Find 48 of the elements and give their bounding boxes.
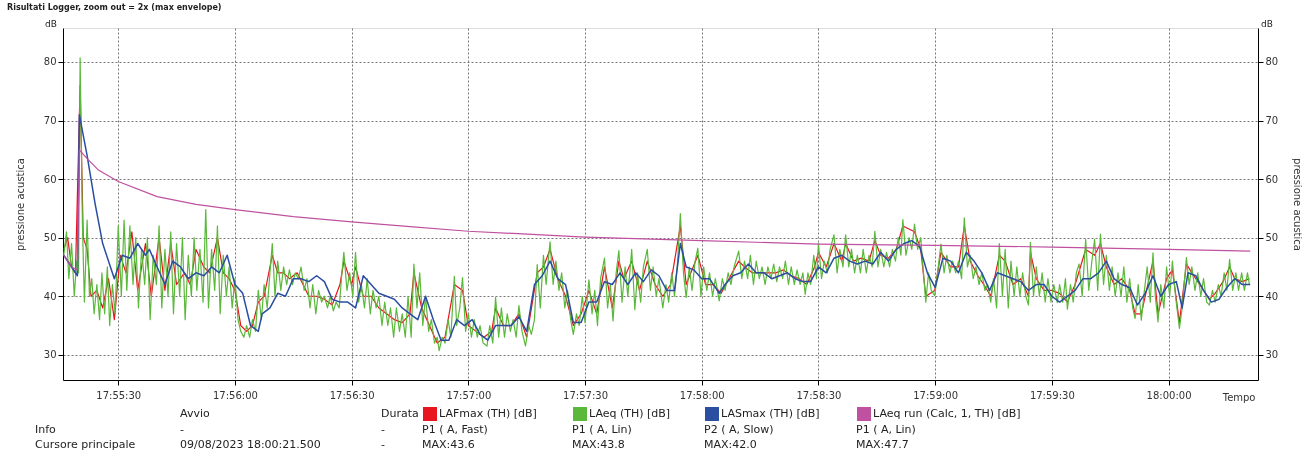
text: P1 ( A, Lin)	[572, 423, 632, 436]
text: -	[381, 438, 385, 451]
x-axis-title: Tempo	[1221, 391, 1256, 403]
legend-label: LAeq run (Calc, 1, TH) [dB]	[873, 407, 1021, 420]
x-tick-label: 17:59:30	[1029, 389, 1075, 401]
x-tick-label: 17:58:00	[679, 389, 725, 401]
x-tick-label: 17:57:30	[563, 389, 608, 401]
text: dB	[1261, 19, 1273, 29]
text: Info	[35, 423, 57, 436]
y2-tick-label: 60	[1265, 173, 1279, 185]
text: MAX:43.8	[572, 438, 625, 451]
text: Durata	[381, 407, 419, 420]
text: P1 ( A, Fast)	[422, 423, 488, 436]
text: MAX:47.7	[856, 438, 909, 451]
text: MAX:42.0	[704, 438, 757, 451]
text: -	[180, 423, 184, 436]
text: 09/08/2023 18:00:21.500	[180, 438, 321, 451]
text: P1 ( A, Lin)	[856, 423, 916, 436]
x-tick-label: 17:55:30	[96, 389, 142, 401]
text: Avvio	[180, 407, 210, 420]
chart-title: Risultati Logger, zoom out = 2x (max envelope)	[7, 3, 222, 12]
y2-tick-label: 70	[1265, 115, 1279, 127]
y-tick-label: 80	[43, 56, 57, 68]
text: -	[381, 423, 385, 436]
y-tick-label: 60	[43, 173, 57, 185]
x-tick-label: 18:00:00	[1146, 389, 1192, 401]
text: Cursore principale	[35, 438, 136, 451]
y-tick-label: 30	[43, 349, 57, 361]
y-tick-label: 70	[43, 115, 57, 127]
y-tick-label: 40	[43, 290, 57, 302]
legend-label: LAFmax (TH) [dB]	[439, 407, 537, 420]
y2-tick-label: 30	[1265, 349, 1279, 361]
y2-tick-label: 80	[1265, 56, 1279, 68]
text: MAX:43.6	[422, 438, 475, 451]
legend-label: LASmax (TH) [dB]	[721, 407, 820, 420]
y-axis-title: pressione acustica	[14, 158, 26, 251]
y2-axis-title: pressione acustica	[1292, 158, 1304, 251]
text: P2 ( A, Slow)	[704, 423, 774, 436]
legend-label: LAeq (TH) [dB]	[589, 407, 671, 420]
x-tick-label: 17:57:00	[446, 389, 492, 401]
x-tick-label: 17:56:00	[212, 389, 258, 401]
x-tick-label: 17:56:30	[329, 389, 375, 401]
text: dB	[45, 19, 57, 29]
y-tick-label: 50	[43, 232, 57, 244]
y2-tick-label: 40	[1265, 290, 1279, 302]
x-tick-label: 17:58:30	[796, 389, 842, 401]
x-tick-label: 17:59:00	[913, 389, 959, 401]
y2-tick-label: 50	[1265, 232, 1279, 244]
